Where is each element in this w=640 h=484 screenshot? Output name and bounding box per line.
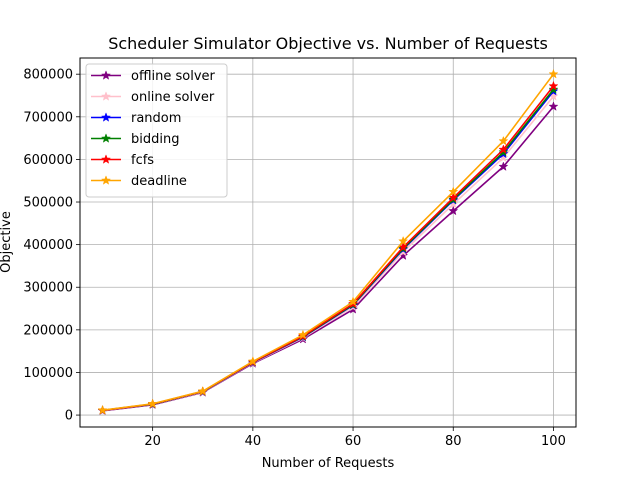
- x-tick-label: 60: [345, 434, 362, 449]
- data-point: [548, 101, 559, 111]
- data-point: [548, 80, 559, 91]
- legend-item: bidding: [91, 132, 179, 147]
- plot-area-frame: [79, 57, 577, 428]
- legend-swatch-marker: [100, 70, 112, 80]
- data-point: [147, 398, 158, 409]
- legend-label: deadline: [131, 174, 187, 189]
- y-tick-label: 300000: [23, 281, 73, 296]
- x-axis-ticks: 20 40 60 80 100: [144, 427, 566, 449]
- legend-swatch-marker: [100, 133, 112, 143]
- x-tick-label: 40: [245, 434, 262, 449]
- x-axis-label: Number of Requests: [262, 456, 395, 471]
- legend-item: offline solver: [91, 69, 216, 84]
- data-point: [398, 235, 409, 246]
- x-tick-label: 100: [541, 434, 566, 449]
- series-layer: [97, 68, 559, 416]
- y-tick-label: 200000: [23, 323, 73, 338]
- legend-label: offline solver: [131, 69, 216, 84]
- y-tick-label: 100000: [23, 366, 73, 381]
- legend: offline solver online solver random bidding…: [85, 63, 228, 198]
- legend-swatch-marker: [100, 91, 112, 101]
- series-deadline: [97, 68, 559, 415]
- y-axis-ticks: 0 100000 200000 300000 400000 500000 600000 700…: [23, 68, 80, 424]
- legend-label: bidding: [131, 132, 179, 147]
- data-point: [398, 250, 409, 261]
- y-tick-label: 0: [65, 409, 73, 424]
- legend-frame: [85, 63, 228, 198]
- data-point: [348, 296, 359, 307]
- data-point: [448, 186, 459, 197]
- data-point: [97, 404, 108, 415]
- legend-item: fcfs: [91, 153, 154, 168]
- x-tick-label: 80: [445, 434, 462, 449]
- legend-label: online solver: [131, 90, 215, 105]
- data-point: [448, 192, 459, 203]
- grid-lines: [80, 58, 576, 427]
- y-tick-label: 600000: [23, 153, 73, 168]
- data-point: [548, 84, 559, 94]
- series-line-deadline: [102, 73, 555, 411]
- legend-label: random: [131, 111, 181, 126]
- data-point: [498, 135, 509, 146]
- data-point: [498, 161, 509, 171]
- data-point: [548, 68, 559, 79]
- y-tick-label: 400000: [23, 238, 73, 253]
- data-point: [297, 329, 308, 340]
- y-tick-label: 800000: [23, 68, 73, 83]
- legend-label: fcfs: [131, 153, 154, 168]
- legend-swatch-marker: [100, 154, 112, 164]
- legend-item: online solver: [91, 90, 215, 105]
- data-point: [498, 144, 509, 154]
- legend-item: deadline: [91, 174, 187, 189]
- y-tick-label: 700000: [23, 110, 73, 125]
- data-point: [448, 205, 459, 216]
- legend-item: random: [91, 111, 181, 126]
- data-point: [247, 356, 258, 366]
- y-axis-label: Objective: [0, 211, 14, 273]
- data-point: [197, 385, 208, 396]
- legend-swatch-marker: [100, 175, 112, 185]
- x-tick-label: 20: [144, 434, 161, 449]
- legend-swatch-marker: [100, 112, 112, 122]
- chart-title: Scheduler Simulator Objective vs. Number…: [108, 34, 548, 53]
- y-tick-label: 500000: [23, 196, 73, 211]
